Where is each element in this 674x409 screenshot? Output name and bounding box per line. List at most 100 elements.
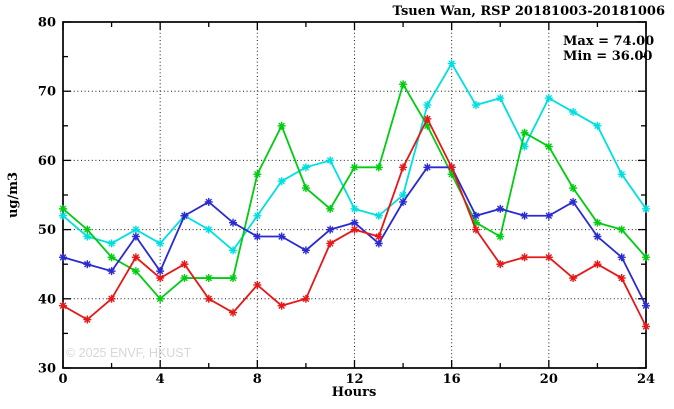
watermark: © 2025 ENVF, HKUST bbox=[66, 346, 192, 360]
data-point-marker bbox=[83, 316, 91, 323]
data-point-marker bbox=[618, 170, 626, 178]
data-point-marker bbox=[254, 170, 261, 178]
x-tick-label: 12 bbox=[345, 372, 363, 387]
data-point-marker bbox=[181, 274, 188, 282]
y-tick-label: 30 bbox=[38, 362, 56, 377]
y-tick-label: 50 bbox=[38, 223, 56, 238]
data-point-marker bbox=[594, 122, 601, 130]
data-point-marker bbox=[375, 233, 383, 240]
data-point-marker bbox=[83, 226, 91, 233]
data-point-marker bbox=[496, 205, 504, 213]
data-point-marker bbox=[205, 226, 213, 233]
data-point-marker bbox=[302, 164, 310, 171]
data-point-marker bbox=[278, 122, 285, 130]
data-point-marker bbox=[472, 226, 480, 233]
x-tick-label: 4 bbox=[156, 372, 165, 387]
x-tick-label: 16 bbox=[443, 372, 461, 387]
data-point-marker bbox=[424, 101, 431, 109]
data-point-marker bbox=[59, 253, 67, 261]
data-point-marker bbox=[278, 302, 285, 310]
data-point-marker bbox=[83, 233, 91, 240]
data-point-marker bbox=[569, 274, 577, 282]
x-tick-label: 0 bbox=[58, 372, 67, 387]
data-point-marker bbox=[545, 253, 553, 261]
data-point-marker bbox=[229, 274, 237, 282]
data-point-marker bbox=[254, 233, 261, 240]
data-point-marker bbox=[399, 191, 407, 199]
data-point-marker bbox=[59, 205, 67, 213]
data-point-marker bbox=[132, 233, 140, 240]
plot-area: 30 40 50 60 70 80 0 4 8 12 16 20 24 bbox=[38, 16, 655, 388]
data-point-marker bbox=[326, 205, 334, 213]
data-point-marker bbox=[181, 212, 188, 220]
data-point-marker bbox=[569, 198, 577, 206]
data-point-marker bbox=[351, 205, 358, 213]
data-point-marker bbox=[326, 240, 334, 247]
data-point-marker bbox=[132, 226, 140, 233]
data-point-marker bbox=[156, 274, 164, 282]
data-point-marker bbox=[448, 164, 455, 171]
data-point-marker bbox=[83, 260, 91, 268]
data-point-marker bbox=[642, 205, 650, 213]
data-point-marker bbox=[521, 212, 528, 220]
data-point-marker bbox=[108, 295, 115, 303]
data-point-marker bbox=[642, 302, 650, 310]
data-point-marker bbox=[205, 295, 213, 303]
data-point-marker bbox=[108, 253, 115, 261]
series-day-red bbox=[59, 114, 650, 331]
data-point-marker bbox=[59, 302, 67, 310]
data-point-marker bbox=[545, 143, 553, 150]
legend-max-value: Max = 74.00 bbox=[563, 34, 654, 49]
data-point-marker bbox=[278, 177, 285, 185]
data-point-marker bbox=[424, 115, 431, 123]
series-day-cyan bbox=[59, 59, 650, 255]
data-point-marker bbox=[351, 226, 358, 233]
data-point-marker bbox=[108, 240, 115, 247]
data-point-marker bbox=[496, 94, 504, 102]
data-point-marker bbox=[156, 240, 164, 247]
data-point-marker bbox=[594, 233, 601, 240]
data-point-marker bbox=[399, 198, 407, 206]
series-day-blue bbox=[59, 163, 650, 310]
data-point-marker bbox=[351, 219, 358, 226]
data-point-marker bbox=[594, 219, 601, 226]
data-point-marker bbox=[351, 164, 358, 171]
data-point-marker bbox=[545, 94, 553, 102]
data-point-marker bbox=[424, 164, 431, 171]
x-tick-label: 8 bbox=[253, 372, 262, 387]
data-point-marker bbox=[229, 309, 237, 316]
data-point-marker bbox=[205, 198, 213, 206]
y-tick-label: 60 bbox=[38, 154, 56, 169]
data-point-marker bbox=[618, 226, 626, 233]
data-point-marker bbox=[156, 295, 164, 303]
data-point-marker bbox=[569, 108, 577, 116]
data-point-marker bbox=[472, 212, 480, 220]
data-point-marker bbox=[496, 233, 504, 240]
y-tick-label: 70 bbox=[38, 85, 56, 100]
data-point-marker bbox=[618, 253, 626, 261]
series-day-green bbox=[59, 80, 650, 303]
data-point-marker bbox=[521, 253, 528, 261]
data-point-marker bbox=[108, 267, 115, 275]
data-point-marker bbox=[642, 253, 650, 261]
data-point-marker bbox=[326, 157, 334, 164]
data-point-marker bbox=[569, 184, 577, 192]
data-point-marker bbox=[229, 247, 237, 254]
data-point-marker bbox=[399, 164, 407, 171]
data-point-marker bbox=[156, 267, 164, 275]
data-point-marker bbox=[59, 212, 67, 220]
data-point-marker bbox=[181, 260, 188, 268]
data-point-marker bbox=[472, 101, 480, 109]
data-point-marker bbox=[521, 129, 528, 137]
x-tick-label: 24 bbox=[637, 372, 655, 387]
data-point-marker bbox=[521, 143, 528, 150]
data-point-marker bbox=[594, 260, 601, 268]
x-tick-label: 20 bbox=[540, 372, 558, 387]
data-point-marker bbox=[302, 247, 310, 254]
data-point-marker bbox=[229, 219, 237, 226]
data-point-marker bbox=[448, 60, 455, 67]
data-point-marker bbox=[496, 260, 504, 268]
data-point-marker bbox=[618, 274, 626, 282]
